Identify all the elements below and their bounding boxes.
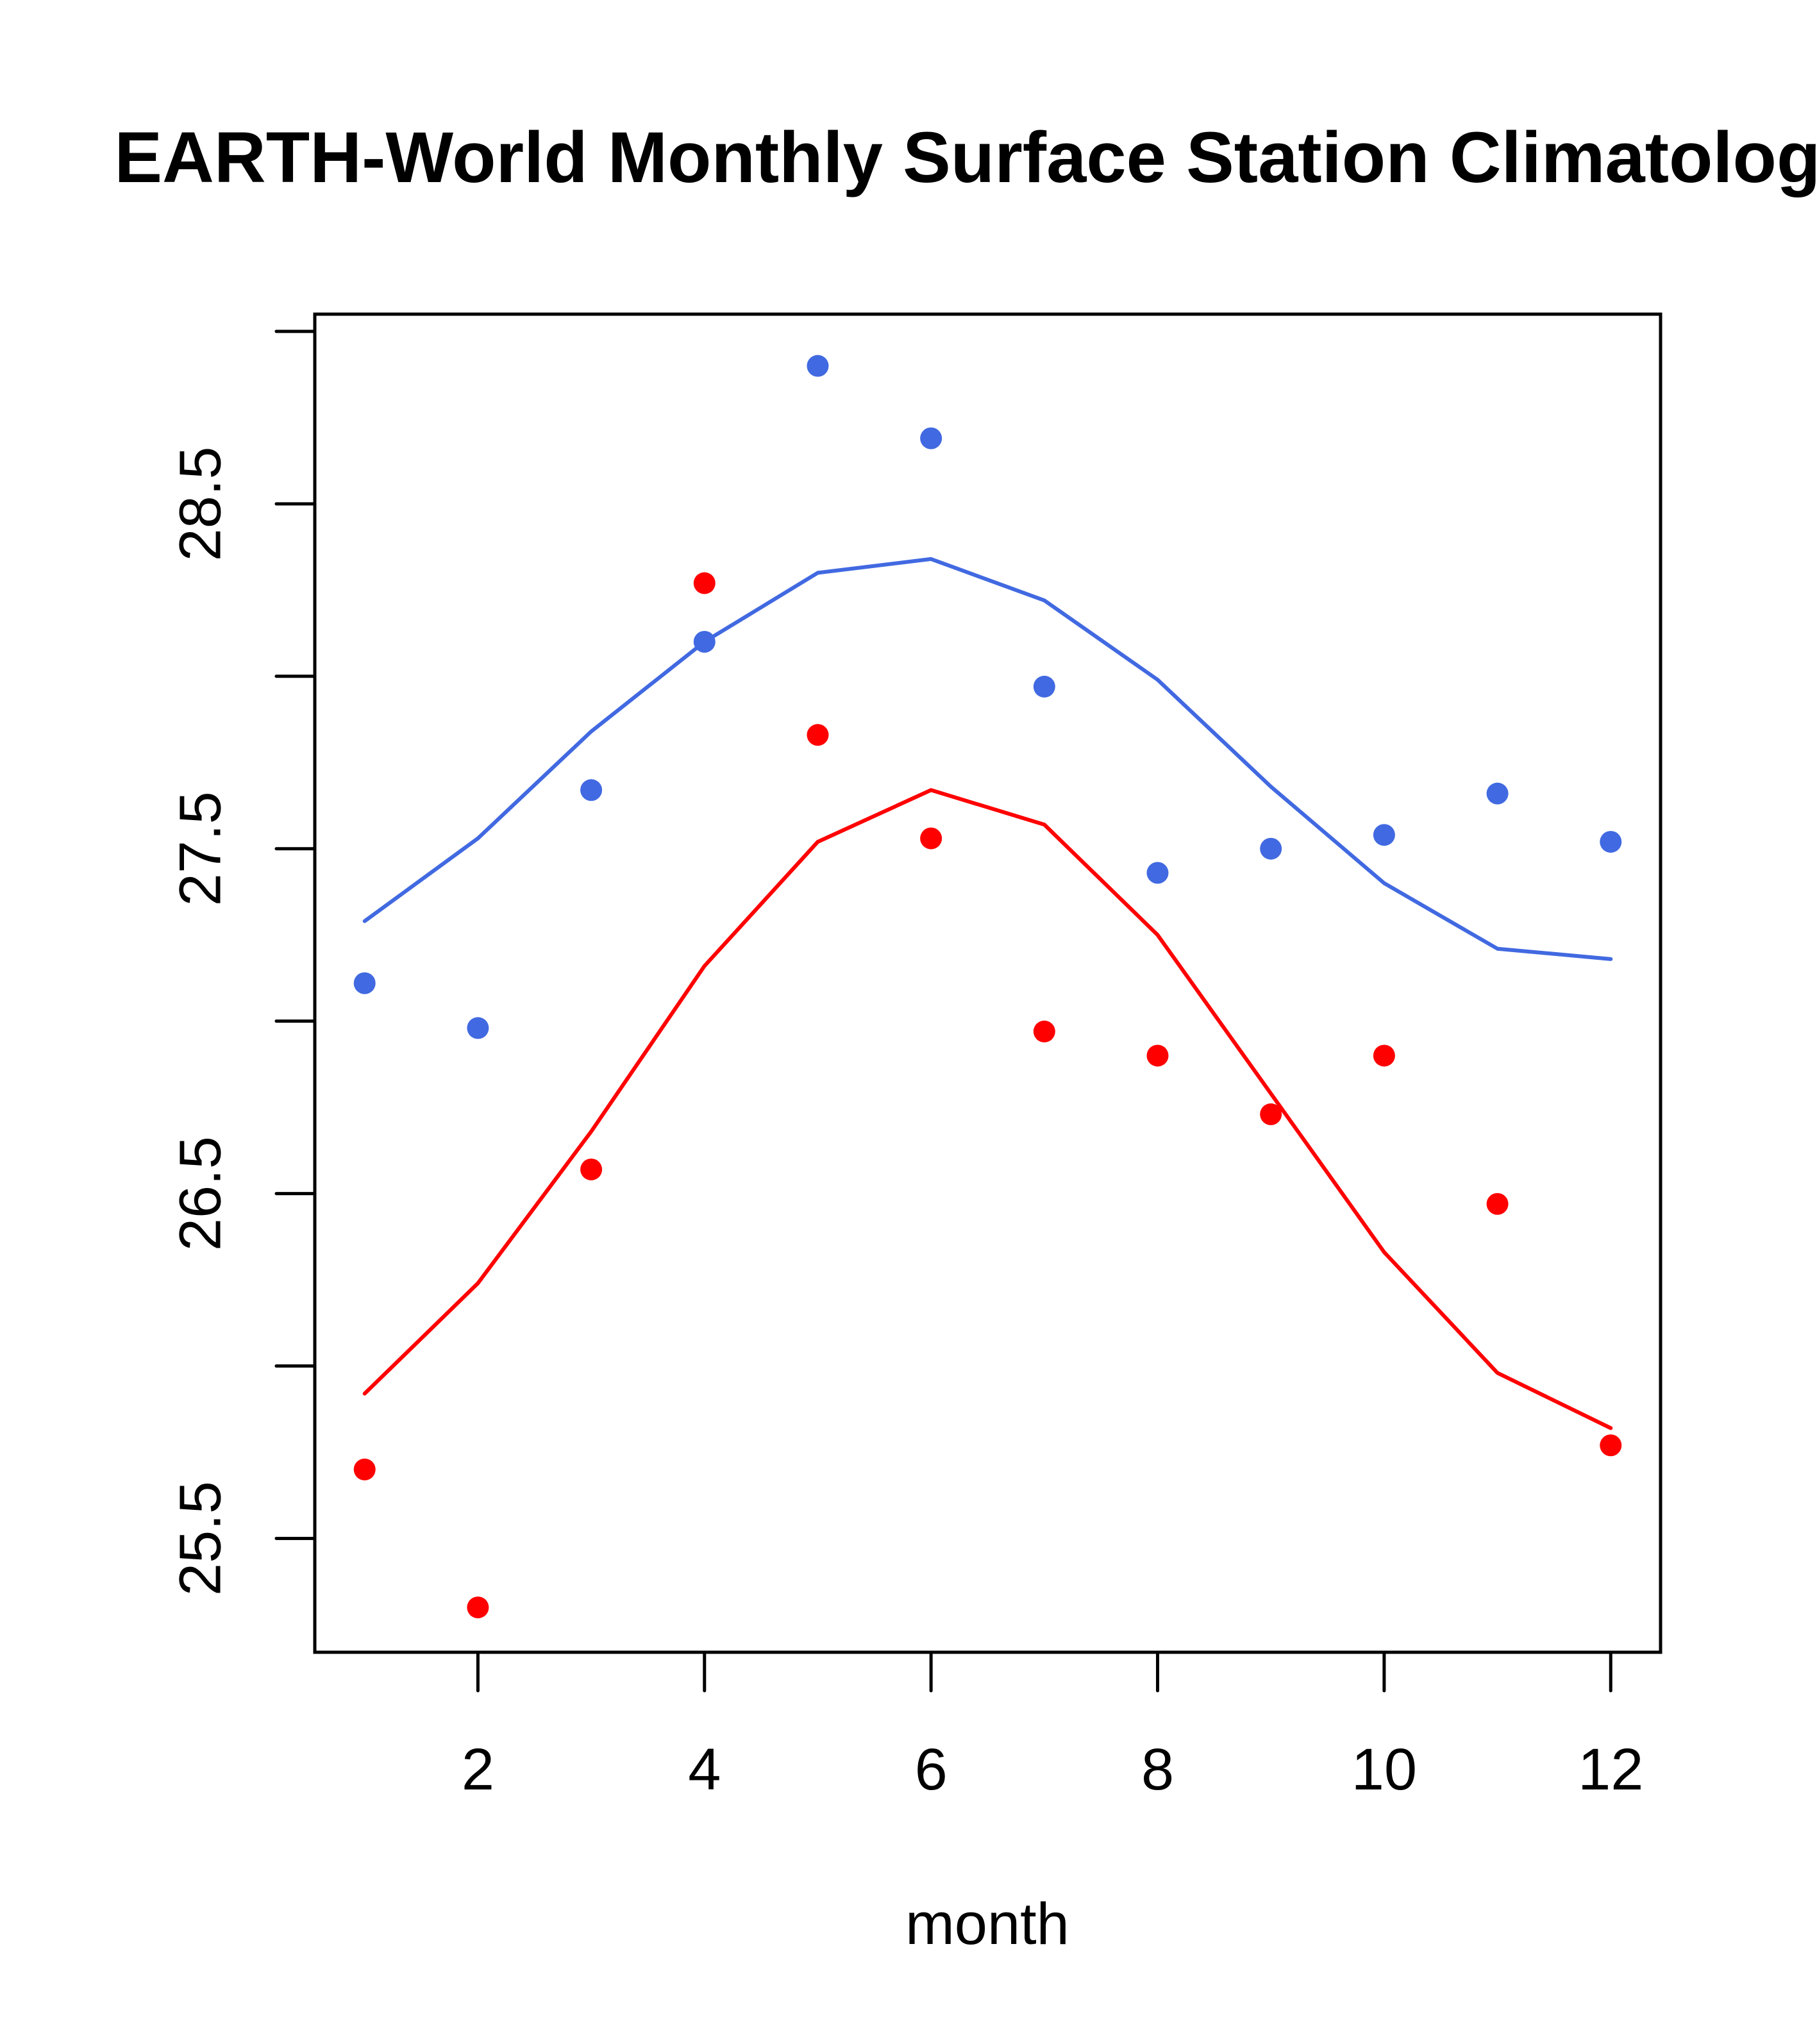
blue-point [1600,830,1622,853]
x-tick-label: 2 [462,1737,494,1802]
red-point [1146,1044,1169,1067]
blue-point [1033,675,1055,698]
plot-frame [313,312,1662,1654]
series-blue-points [353,355,1622,1039]
y-tick-label: 28.5 [167,446,233,561]
red-point [1486,1193,1509,1215]
blue-point [807,355,829,377]
red-point [353,1458,376,1480]
red-point [580,1158,603,1180]
blue-point [353,972,376,994]
series-layer [353,355,1622,1619]
red-point [1600,1434,1622,1457]
red-point [1033,1020,1055,1043]
blue-point [1146,862,1169,884]
x-tick-label: 10 [1352,1737,1417,1802]
red-point [467,1596,489,1619]
chart-title: EARTH-World Monthly Surface Station Clim… [114,117,1817,197]
blue-line [362,557,1613,961]
blue-point [1260,837,1282,860]
red-point [920,827,942,850]
series-blue-line [362,557,1613,961]
y-tick-label: 25.5 [167,1481,233,1596]
blue-point [1486,782,1509,805]
y-axis: 25.5 26.5 27.5 28.5 [167,330,317,1596]
blue-point [580,779,603,801]
blue-point [1373,824,1395,846]
red-point [1373,1044,1395,1067]
x-tick-label: 4 [688,1737,721,1802]
series-red-line [362,788,1613,1430]
x-axis: 2 4 6 8 10 12 [462,1650,1643,1802]
x-tick-label: 6 [915,1737,948,1802]
blue-point [467,1017,489,1039]
red-point [807,724,829,746]
red-line [362,788,1613,1430]
x-axis-label: month [905,1891,1069,1957]
series-red-points [353,572,1622,1619]
blue-point [920,427,942,449]
x-tick-label: 8 [1141,1737,1174,1802]
red-point [693,572,716,594]
y-tick-label: 27.5 [167,791,233,906]
red-point [1260,1103,1282,1125]
y-tick-label: 26.5 [167,1136,233,1251]
x-tick-label: 12 [1578,1737,1643,1802]
